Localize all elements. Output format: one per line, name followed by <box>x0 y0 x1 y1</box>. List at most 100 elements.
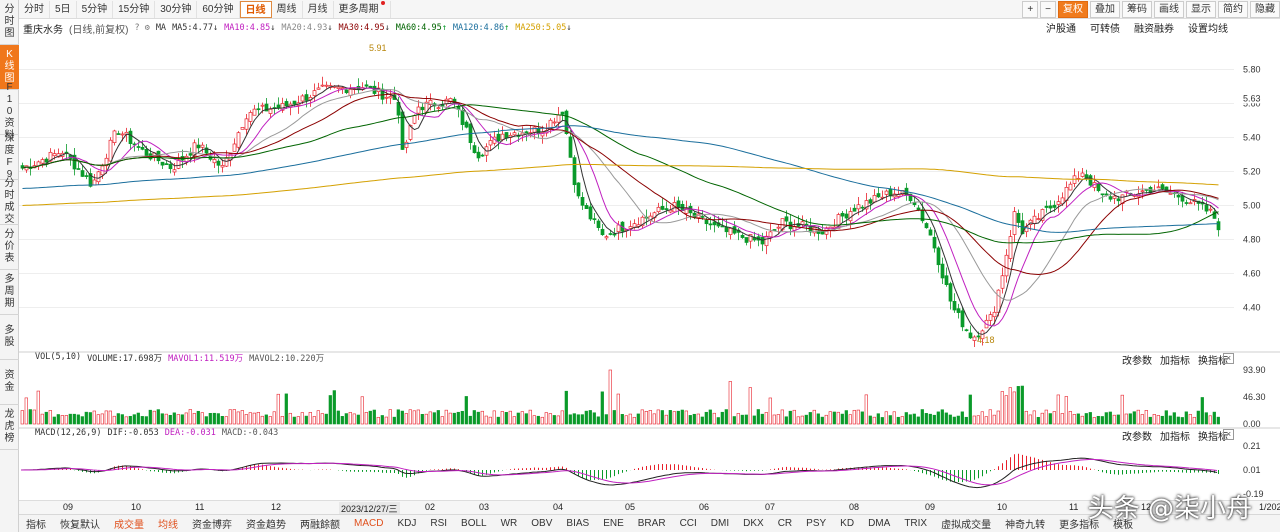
volume-bar <box>1184 411 1188 425</box>
indicator-tab-1[interactable]: 恢复默认 <box>60 520 100 531</box>
indicator-tab-27[interactable]: 模板 <box>1113 520 1134 531</box>
indicator-tab-26[interactable]: 更多指标 <box>1059 520 1100 531</box>
sidebar-tab-9[interactable]: 龙虎榜 <box>0 405 19 450</box>
sidebar-tab-5[interactable]: 分价表 <box>0 225 19 270</box>
close-icon[interactable]: × <box>1223 353 1234 364</box>
volume-bar <box>32 409 36 425</box>
period-6[interactable]: 日线 <box>239 0 272 18</box>
candle-body <box>1156 186 1161 189</box>
indicator-tab-25[interactable]: 神奇九转 <box>1005 520 1046 531</box>
toolbar-btn-3[interactable]: 叠加 <box>1090 1 1120 18</box>
period-1[interactable]: 5日 <box>50 0 77 18</box>
panel-tool-1[interactable]: 加指标 <box>1160 356 1190 367</box>
indicator-tab-3[interactable]: 均线 <box>158 520 178 531</box>
indicator-tab-2[interactable]: 成交量 <box>114 520 144 531</box>
volume-bar <box>316 410 320 425</box>
candle-body <box>128 130 133 145</box>
volume-bar <box>1180 417 1184 425</box>
candle-body <box>608 233 613 235</box>
indicator-tab-18[interactable]: DKX <box>743 518 764 529</box>
toolbar-btn-0[interactable]: + <box>1022 1 1039 18</box>
period-7[interactable]: 周线 <box>272 0 303 18</box>
chart-tool-2[interactable]: 融资融券 <box>1134 24 1174 35</box>
candle-body <box>84 175 89 177</box>
volume-bar <box>736 413 740 425</box>
volume-bar <box>448 412 452 425</box>
sidebar-tab-2[interactable]: F10资料 <box>0 82 19 141</box>
candle-body <box>340 87 345 89</box>
volume-bar <box>192 413 196 425</box>
indicator-tab-20[interactable]: PSY <box>806 518 827 529</box>
toolbar-btn-6[interactable]: 显示 <box>1186 1 1216 18</box>
indicator-tab-14[interactable]: ENE <box>603 518 624 529</box>
candle-body <box>408 124 413 140</box>
close-icon[interactable]: × <box>1223 429 1234 440</box>
toolbar-btn-1[interactable]: − <box>1040 1 1056 18</box>
period-8[interactable]: 月线 <box>303 0 334 18</box>
indicator-tab-12[interactable]: OBV <box>531 518 553 529</box>
volume-bar <box>860 411 864 425</box>
toolbar-btn-2[interactable]: 复权 <box>1058 1 1088 18</box>
panel-tool-1[interactable]: 加指标 <box>1160 432 1190 443</box>
indicator-tab-22[interactable]: DMA <box>868 518 891 529</box>
indicator-tab-0[interactable]: 指标 <box>26 520 46 531</box>
indicator-tab-5[interactable]: 资金趋势 <box>246 520 286 531</box>
chart-tool-3[interactable]: 设置均线 <box>1188 24 1228 35</box>
indicator-tab-9[interactable]: RSI <box>430 518 448 529</box>
volume-bar <box>212 412 216 425</box>
sidebar-tab-7[interactable]: 多股 <box>0 315 19 360</box>
toolbar-btn-5[interactable]: 画线 <box>1154 1 1184 18</box>
ma-settings-icon[interactable]: ? ⚙ <box>134 23 150 33</box>
volume-bar <box>232 409 236 425</box>
volume-bar <box>1008 387 1012 425</box>
indicator-tab-21[interactable]: KD <box>840 518 855 529</box>
indicator-tab-16[interactable]: CCI <box>679 518 697 529</box>
indicator-tab-10[interactable]: BOLL <box>461 518 487 529</box>
period-3[interactable]: 15分钟 <box>113 0 156 18</box>
panel-tool-2[interactable]: 换指标 <box>1198 356 1228 367</box>
indicator-tab-15[interactable]: BRAR <box>637 518 666 529</box>
kline-chart[interactable]: 5.80 5.60 5.40 5.20 5.00 4.80 4.60 4.40 5.63 5.91… <box>19 36 1280 500</box>
candle-body <box>252 108 257 116</box>
period-4[interactable]: 30分钟 <box>155 0 198 18</box>
sidebar-tab-4[interactable]: 分时成交 <box>0 178 19 225</box>
panel-tool-2[interactable]: 换指标 <box>1198 432 1228 443</box>
sidebar-tab-8[interactable]: 资金 <box>0 360 19 405</box>
period-9[interactable]: 更多周期 <box>334 0 391 18</box>
indicator-tab-6[interactable]: 两融餘额 <box>300 520 340 531</box>
toolbar-btn-4[interactable]: 筹码 <box>1122 1 1152 18</box>
indicator-tab-7[interactable]: MACD <box>354 518 384 529</box>
chart-tool-0[interactable]: 沪股通 <box>1046 24 1076 35</box>
indicator-tab-24[interactable]: 虚拟成交量 <box>941 520 992 531</box>
indicator-tab-23[interactable]: TRIX <box>904 518 928 529</box>
volume-bar <box>1032 410 1036 425</box>
indicator-tab-13[interactable]: BIAS <box>566 518 590 529</box>
toolbar-btn-7[interactable]: 简约 <box>1218 1 1248 18</box>
sidebar-tab-3[interactable]: 深度F9 <box>0 133 19 180</box>
sidebar-tab-6[interactable]: 多周期 <box>0 270 19 315</box>
candle-body <box>876 193 881 198</box>
period-5[interactable]: 60分钟 <box>197 0 240 18</box>
chart-tool-1[interactable]: 可转债 <box>1090 24 1120 35</box>
indicator-tab-4[interactable]: 资金博弈 <box>192 520 232 531</box>
period-2[interactable]: 5分钟 <box>77 0 114 18</box>
volume-bar <box>348 412 352 425</box>
volume-bar <box>1028 414 1032 425</box>
candle-body <box>368 85 373 88</box>
indicator-tab-8[interactable]: KDJ <box>397 518 417 529</box>
stock-name: 重庆水务 <box>23 24 63 36</box>
panel-tool-0[interactable]: 改参数 <box>1122 432 1152 443</box>
sidebar-tab-1[interactable]: K线图 <box>0 45 19 90</box>
period-0[interactable]: 分时 <box>19 0 50 18</box>
indicator-tab-17[interactable]: DMI <box>710 518 730 529</box>
candle-body <box>612 233 617 236</box>
ma-value: MA20:4.93 <box>281 23 328 33</box>
candle-body <box>664 208 669 210</box>
panel-tool-0[interactable]: 改参数 <box>1122 356 1152 367</box>
candle-body <box>300 95 305 102</box>
indicator-tab-11[interactable]: WR <box>500 518 518 529</box>
toolbar-btn-8[interactable]: 隐藏 <box>1250 1 1280 18</box>
indicator-tab-19[interactable]: CR <box>777 518 793 529</box>
sidebar-tab-0[interactable]: 分时图 <box>0 0 19 45</box>
volume-bar <box>1052 411 1056 425</box>
